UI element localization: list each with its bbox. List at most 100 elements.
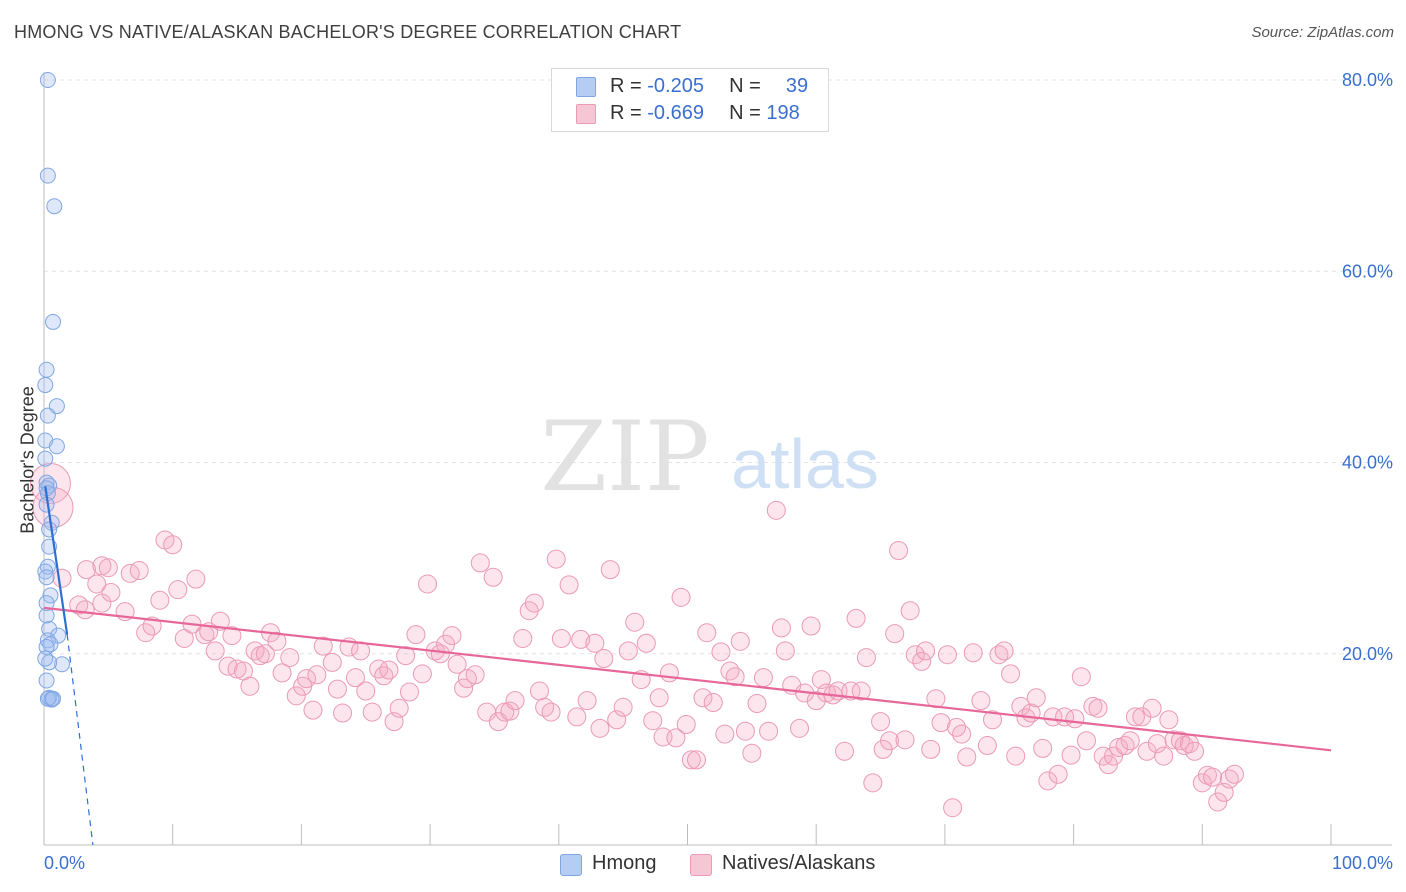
native-point	[618, 641, 638, 661]
native-point	[524, 593, 544, 613]
native-point	[280, 648, 300, 668]
native-point	[313, 636, 333, 656]
native-point	[101, 583, 121, 603]
native-point	[994, 641, 1014, 661]
grid-layer	[44, 79, 1392, 655]
hmong-point	[38, 672, 55, 689]
native-point	[841, 681, 861, 701]
native-point	[500, 701, 520, 721]
native-point	[885, 624, 905, 644]
y-tick-label: 40.0%	[1342, 453, 1393, 473]
native-point	[835, 741, 855, 761]
native-point	[1142, 698, 1162, 718]
native-point	[607, 710, 627, 730]
native-point	[272, 663, 292, 683]
native-point	[697, 623, 717, 643]
native-point	[240, 676, 260, 696]
axis-layer	[43, 72, 1392, 846]
y-axis-label: Bachelor's Degree	[17, 386, 38, 534]
native-point	[1006, 746, 1026, 766]
native-point	[396, 646, 416, 666]
native-point	[210, 611, 230, 631]
native-point	[442, 626, 462, 646]
watermark: ZIP atlas	[540, 401, 879, 513]
native-point	[693, 688, 713, 708]
native-point	[594, 649, 614, 669]
native-point	[1088, 698, 1108, 718]
native-point	[895, 730, 915, 750]
native-point	[943, 798, 963, 818]
r-label: R =	[610, 102, 642, 124]
native-point	[470, 553, 490, 573]
source-credit: Source: ZipAtlas.com	[1251, 24, 1394, 41]
native-point	[789, 718, 809, 738]
native-point	[771, 618, 791, 638]
native-series	[29, 463, 1244, 818]
native-point	[687, 750, 707, 770]
native-point	[286, 686, 306, 706]
native-point	[806, 691, 826, 711]
native-point	[880, 731, 900, 751]
native-point	[676, 715, 696, 735]
x-tick-label: 0.0%	[44, 853, 85, 873]
native-point	[307, 665, 327, 685]
native-point	[513, 628, 533, 648]
y-tick-label: 60.0%	[1342, 261, 1393, 281]
hmong-point	[37, 650, 54, 667]
native-point	[600, 560, 620, 580]
r-label: R =	[610, 75, 642, 97]
native-point	[889, 540, 909, 560]
native-point	[1048, 764, 1068, 784]
native-point	[322, 652, 342, 672]
native-point	[989, 645, 1009, 665]
native-point	[418, 574, 438, 594]
hmong-point	[45, 313, 62, 330]
native-point	[759, 721, 779, 741]
native-point	[222, 626, 242, 646]
hmong-point	[37, 450, 54, 467]
native-point	[921, 739, 941, 759]
native-point	[577, 691, 597, 711]
x-tick-label: 100.0%	[1332, 853, 1393, 873]
native-point	[75, 600, 95, 620]
native-point	[871, 712, 891, 732]
native-point	[98, 558, 118, 578]
native-point	[142, 616, 162, 636]
hmong-point	[54, 656, 71, 673]
native-point	[590, 718, 610, 738]
native-point	[1076, 731, 1096, 751]
hmong-point	[39, 72, 56, 88]
native-legend-label: Natives/Alaskans	[722, 852, 876, 874]
native-point	[952, 724, 972, 744]
native-point	[227, 659, 247, 679]
native-point	[900, 601, 920, 621]
hmong-point	[37, 377, 54, 394]
n-label: N =	[729, 102, 761, 124]
native-point	[150, 590, 170, 610]
native-point	[406, 625, 426, 645]
native-point	[76, 560, 96, 580]
native-trend-line	[43, 606, 1332, 752]
watermark-atlas: atlas	[731, 425, 879, 503]
native-point	[400, 682, 420, 702]
native-point	[931, 713, 951, 733]
native-point	[1159, 710, 1179, 730]
chart-title: HMONG VS NATIVE/ALASKAN BACHELOR'S DEGRE…	[14, 22, 682, 42]
native-point	[735, 721, 755, 741]
native-legend-swatch	[690, 854, 712, 876]
legend-stats-native: R = -0.669 N = 198	[610, 102, 800, 125]
native-point	[551, 628, 571, 648]
native-point	[957, 747, 977, 767]
native-point	[374, 666, 394, 686]
native-point	[412, 664, 432, 684]
hmong-point	[38, 607, 55, 624]
native-point	[87, 574, 107, 594]
hmong-swatch	[576, 77, 596, 97]
native-point	[483, 567, 503, 587]
r-value: -0.205	[647, 75, 704, 97]
native-point	[1061, 745, 1081, 765]
native-point	[571, 629, 591, 649]
native-point	[730, 631, 750, 651]
stats-legend: R = -0.205 N = 39 R = -0.669 N = 198	[551, 68, 829, 132]
native-point	[1109, 737, 1129, 757]
